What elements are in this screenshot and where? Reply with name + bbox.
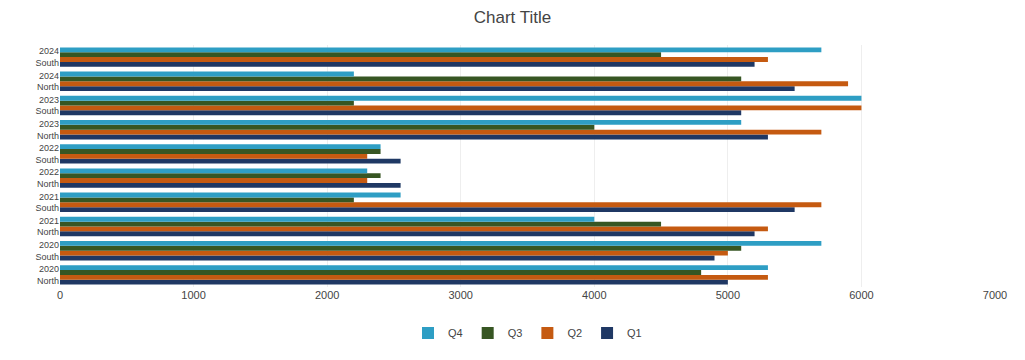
svg-text:2023North: 2023North	[37, 119, 59, 141]
svg-text:2020South: 2020South	[35, 240, 59, 262]
svg-text:Q3: Q3	[508, 327, 523, 339]
svg-text:2000: 2000	[315, 289, 339, 301]
svg-text:Q4: Q4	[448, 327, 463, 339]
svg-text:2022South: 2022South	[35, 143, 59, 165]
svg-text:2021South: 2021South	[35, 192, 59, 214]
svg-text:5000: 5000	[716, 289, 740, 301]
svg-text:2020North: 2020North	[37, 264, 59, 286]
svg-text:2024South: 2024South	[35, 46, 59, 68]
svg-text:Q1: Q1	[627, 327, 642, 339]
svg-text:2024North: 2024North	[37, 71, 59, 93]
svg-text:2022North: 2022North	[37, 167, 59, 189]
svg-text:3000: 3000	[448, 289, 472, 301]
svg-text:6000: 6000	[849, 289, 873, 301]
svg-text:Chart Title: Chart Title	[474, 8, 551, 27]
svg-text:1000: 1000	[181, 289, 205, 301]
svg-text:2023South: 2023South	[35, 95, 59, 117]
svg-text:0: 0	[57, 289, 63, 301]
svg-text:2021North: 2021North	[37, 216, 59, 238]
svg-text:7000: 7000	[983, 289, 1007, 301]
svg-text:4000: 4000	[582, 289, 606, 301]
svg-text:Q2: Q2	[567, 327, 582, 339]
